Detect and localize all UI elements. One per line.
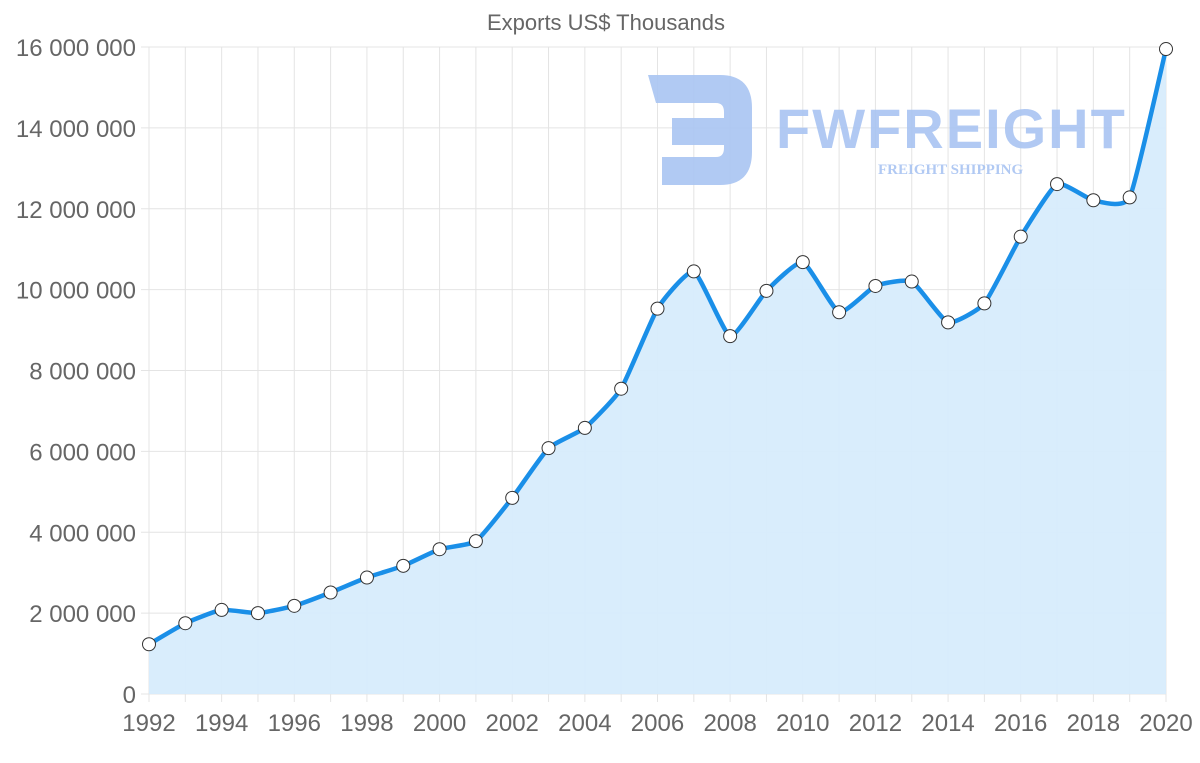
x-tick-label: 2000: [413, 710, 466, 737]
x-tick-label: 2014: [921, 710, 974, 737]
y-tick-label: 12 000 000: [16, 197, 136, 224]
chart-title: Exports US$ Thousands: [487, 10, 725, 35]
data-point: [1122, 190, 1137, 205]
data-point: [505, 490, 520, 505]
axis-labels: 0 2 000 000 4 000 000 6 000 000 8 000 000 10 …: [16, 35, 1193, 737]
y-tick-label: 8 000 000: [29, 359, 136, 386]
watermark-brand: FWFREIGHT: [776, 97, 1127, 160]
data-point: [686, 264, 701, 279]
watermark-tagline: FREIGHT SHIPPING: [878, 162, 1023, 178]
x-tick-label: 2002: [486, 710, 539, 737]
data-point: [795, 255, 810, 270]
data-point: [1086, 193, 1101, 208]
x-tick-label: 2018: [1067, 710, 1120, 737]
data-point: [904, 274, 919, 289]
x-tick-label: 2008: [703, 710, 756, 737]
series-area-fill: [149, 49, 1166, 695]
data-point: [250, 606, 265, 621]
data-point: [432, 542, 447, 557]
data-point: [614, 381, 629, 396]
data-point: [178, 616, 193, 631]
data-point: [1159, 42, 1173, 57]
y-tick-label: 4 000 000: [29, 520, 136, 547]
x-tick-label: 1994: [195, 710, 248, 737]
x-tick-label: 1998: [340, 710, 393, 737]
data-point: [1013, 229, 1028, 244]
x-tick-label: 2012: [849, 710, 902, 737]
data-point: [868, 278, 883, 293]
fwfreight-logo-icon: [648, 75, 752, 185]
data-point: [396, 558, 411, 573]
x-tick-label: 2004: [558, 710, 611, 737]
data-point: [977, 296, 992, 311]
y-tick-label: 0: [123, 682, 136, 709]
y-tick-label: 2 000 000: [29, 601, 136, 628]
y-tick-label: 10 000 000: [16, 278, 136, 305]
data-point: [941, 315, 956, 330]
data-point: [142, 637, 156, 652]
data-point: [214, 602, 229, 617]
y-tick-label: 6 000 000: [29, 439, 136, 466]
data-point: [287, 598, 302, 613]
x-tick-label: 2020: [1139, 710, 1192, 737]
data-point: [832, 305, 847, 320]
x-tick-label: 2016: [994, 710, 1047, 737]
data-point: [723, 329, 738, 344]
data-point: [1050, 177, 1065, 192]
data-point: [323, 585, 338, 600]
x-tick-label: 2010: [776, 710, 829, 737]
y-tick-label: 14 000 000: [16, 116, 136, 143]
data-point: [541, 441, 556, 456]
y-tick-label: 16 000 000: [16, 35, 136, 62]
fwfreight-watermark: FWFREIGHT FREIGHT SHIPPING: [648, 75, 1127, 185]
data-point: [359, 570, 374, 585]
data-point: [577, 420, 592, 435]
series-layer: [142, 42, 1173, 695]
data-point: [468, 534, 483, 549]
data-point: [759, 283, 774, 298]
data-point: [650, 301, 665, 316]
x-tick-label: 2006: [631, 710, 684, 737]
x-tick-label: 1992: [122, 710, 175, 737]
x-tick-label: 1996: [268, 710, 321, 737]
